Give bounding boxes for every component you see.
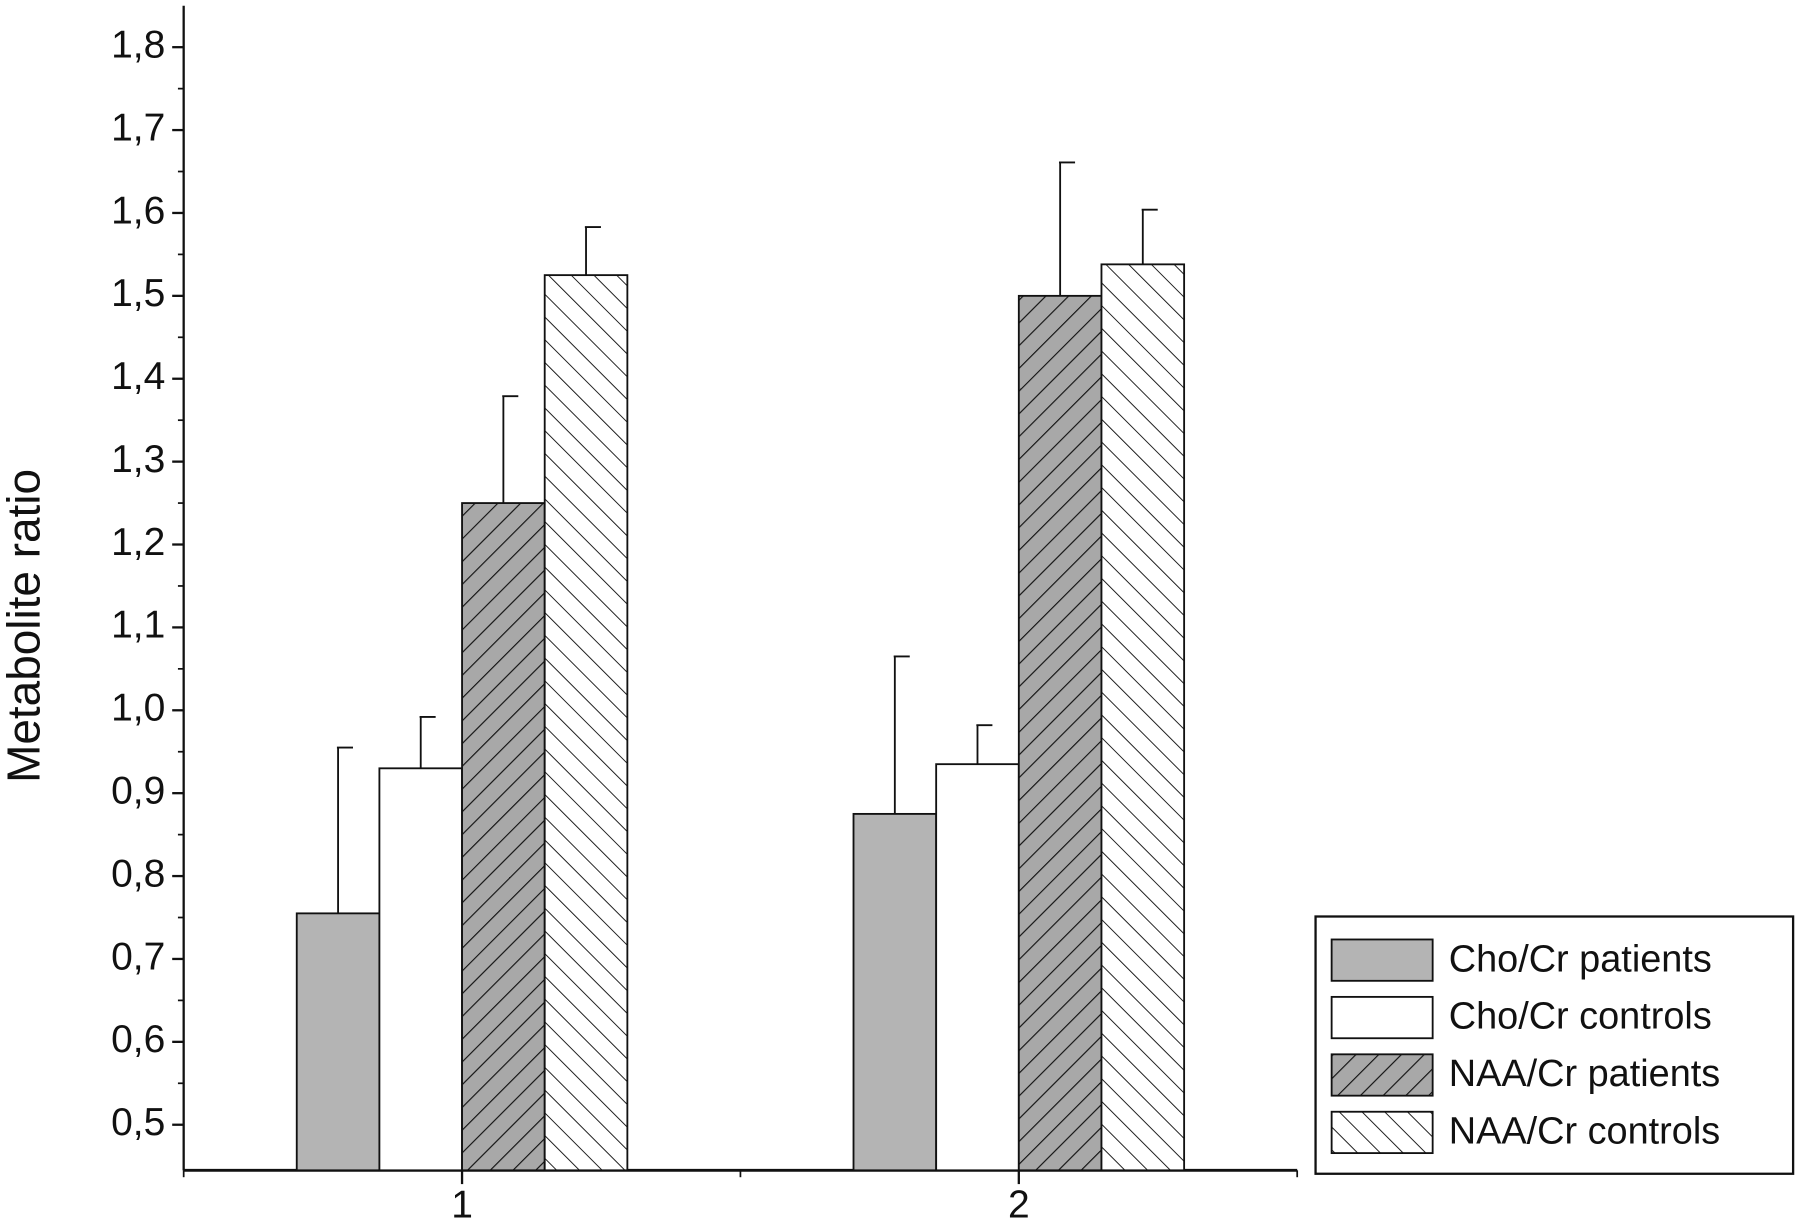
x-tick-label: 1 [451, 1183, 473, 1222]
y-tick-label: 1,6 [111, 189, 165, 232]
bar [543, 274, 629, 1172]
error-bar [419, 716, 436, 769]
legend-label: NAA/Cr patients [1449, 1053, 1720, 1095]
bar [1100, 263, 1186, 1172]
error-bar [893, 655, 910, 814]
legend-swatch [1330, 995, 1434, 1040]
y-tick-label: 0,6 [111, 1018, 165, 1061]
x-tick-label: 2 [1008, 1183, 1030, 1222]
error-bar [976, 724, 993, 765]
legend-swatch [1330, 938, 1434, 982]
bar [295, 912, 381, 1172]
y-tick-label: 1,3 [111, 438, 165, 481]
y-axis-title: Metabolite ratio [0, 469, 50, 783]
y-tick-label: 0,5 [111, 1101, 165, 1144]
y-tick-label: 0,7 [111, 935, 165, 978]
y-tick-label: 1,8 [111, 23, 165, 66]
error-bar [502, 395, 519, 504]
y-tick-label: 1,0 [111, 687, 165, 730]
y-tick-label: 1,2 [111, 521, 165, 564]
y-tick-label: 1,4 [111, 355, 165, 398]
bar [1017, 294, 1103, 1172]
legend-label: Cho/Cr patients [1449, 938, 1712, 980]
legend-swatch [1330, 1053, 1434, 1097]
error-bar [1058, 161, 1076, 296]
legend-swatch [1330, 1110, 1434, 1155]
error-bar [584, 226, 601, 276]
bar [852, 812, 938, 1172]
error-bar [336, 746, 353, 914]
y-tick-label: 1,5 [111, 272, 165, 315]
y-tick-label: 0,8 [111, 852, 165, 895]
bar [935, 763, 1020, 1172]
legend-label: NAA/Cr controls [1449, 1111, 1720, 1153]
legend-label: Cho/Cr controls [1449, 996, 1712, 1038]
y-tick-label: 1,1 [111, 604, 165, 647]
error-bar [1141, 208, 1158, 265]
bar [378, 767, 463, 1172]
bar [461, 502, 546, 1172]
y-tick-label: 1,7 [111, 106, 165, 149]
y-tick-label: 0,9 [111, 769, 165, 812]
